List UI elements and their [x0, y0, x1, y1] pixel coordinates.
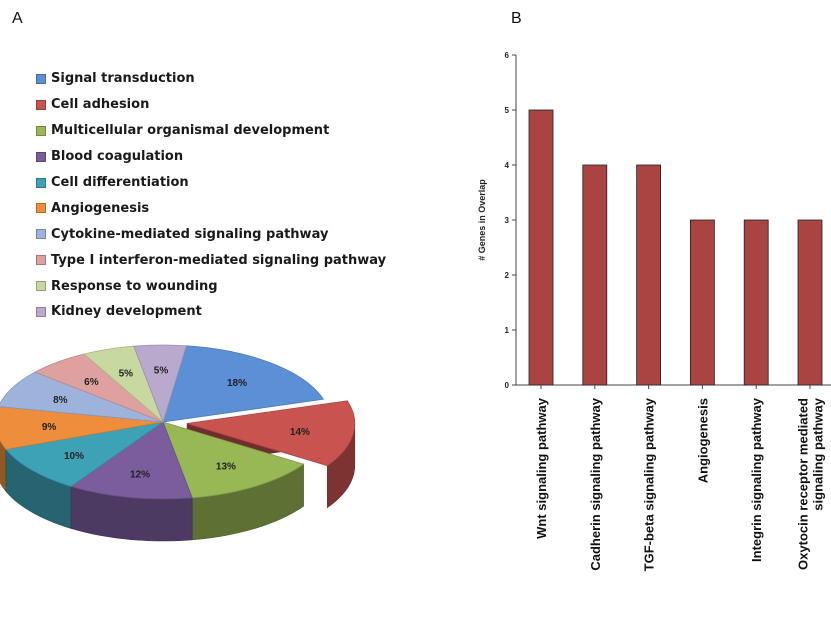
legend-label: Angiogenesis: [51, 200, 150, 216]
pie-slice-kidney-development: [133, 344, 187, 424]
legend-item-response-to-wounding: Response to wounding: [36, 273, 386, 299]
bar-wnt-signaling-pathway: [528, 109, 554, 386]
pie-data-label: 5%: [119, 369, 134, 380]
legend-label: Cell adhesion: [51, 97, 150, 113]
pie-data-label: 14%: [290, 427, 310, 438]
pie-data-label: 6%: [84, 377, 99, 388]
legend-swatch: [36, 99, 46, 110]
legend-swatch: [36, 203, 46, 214]
legend-item-cytokine-mediated-signaling-pathway: Cytokine-mediated signaling pathway: [36, 221, 386, 247]
x-tick-label: Integrin signaling pathway: [749, 397, 764, 562]
legend-swatch: [36, 151, 46, 162]
bar-oxytocin-receptor-mediated-signaling-pathway: [797, 219, 823, 386]
pie-data-label: 5%: [154, 366, 169, 377]
x-tick-label: Cadherin signaling pathway: [588, 397, 603, 570]
legend-item-cell-adhesion: Cell adhesion: [36, 92, 386, 118]
y-tick-label: 2: [505, 271, 510, 280]
y-tick-label: 5: [505, 106, 510, 115]
legend-swatch: [36, 177, 46, 188]
y-tick-label: 1: [505, 326, 510, 335]
y-axis-label: # Genes in Overlap: [477, 179, 487, 261]
pie-data-label: 18%: [227, 378, 247, 389]
pie-data-label: 13%: [216, 462, 236, 473]
legend-item-blood-coagulation: Blood coagulation: [36, 144, 386, 170]
pie-data-label: 9%: [42, 422, 57, 433]
bar-integrin-signaling-pathway: [743, 219, 769, 386]
pie-legend: Signal transduction Cell adhesion Multicel…: [36, 66, 386, 325]
legend-swatch: [36, 306, 46, 317]
legend-swatch: [36, 229, 46, 240]
x-tick-label: Wnt signaling pathway: [534, 397, 549, 539]
panel-b-label: B: [511, 10, 522, 27]
panel-a-label: A: [12, 10, 23, 27]
pie-slice-blood-coagulation: [70, 421, 193, 500]
pie-slice-cell-differentiation: [5, 421, 164, 487]
pie-chart: 18% 14% 13% 12% 10% 9% 8% 6% 5% 5%: [0, 344, 356, 542]
y-tick-label: 0: [505, 381, 510, 390]
legend-label: Cell differentiation: [51, 175, 189, 190]
x-tick-label: TGF-beta signaling pathway: [642, 397, 657, 571]
y-tick-label: 3: [505, 216, 510, 225]
legend-item-type-i-interferon-mediated-signaling-pathway: Type I interferon-mediated signaling pat…: [36, 247, 386, 273]
legend-label: Multicellular organismal development: [51, 123, 330, 139]
x-tick-label: Oxytocin receptor mediated: [796, 398, 811, 570]
bar-chart: 0 1 2 3 4 5 6 # Genes in Overlap Wnt signaling p…: [477, 51, 831, 571]
legend-label: Response to wounding: [51, 278, 218, 294]
pie-slice-cell-adhesion: [186, 400, 356, 467]
legend-label: Kidney development: [51, 304, 202, 320]
legend-item-kidney-development: Kidney development: [36, 299, 386, 325]
legend-label: Blood coagulation: [51, 149, 184, 165]
legend-swatch: [36, 255, 46, 266]
x-tick-label: signaling pathway: [811, 397, 826, 510]
y-tick-label: 6: [505, 51, 510, 60]
legend-swatch: [36, 281, 46, 292]
pie-slice-multicellular-organismal-development: [162, 421, 305, 499]
legend-item-angiogenesis: Angiogenesis: [36, 195, 386, 221]
pie-side-angiogenesis: [0, 439, 7, 493]
legend-swatch: [36, 73, 46, 84]
legend-swatch: [36, 125, 46, 136]
bar-cadherin-signaling-pathway: [582, 164, 608, 386]
legend-item-multicellular-organismal-development: Multicellular organismal development: [36, 118, 386, 144]
legend-item-cell-differentiation: Cell differentiation: [36, 170, 386, 196]
legend-label: Type I interferon-mediated signaling pat…: [51, 252, 387, 268]
pie-slice-signal-transduction: [162, 345, 325, 423]
bar-tgf-beta-signaling-pathway: [636, 164, 661, 386]
x-tick-label: Angiogenesis: [695, 398, 710, 483]
legend-label: Signal transduction: [51, 71, 195, 87]
pie-data-label: 12%: [130, 469, 150, 480]
legend-label: Cytokine-mediated signaling pathway: [51, 226, 329, 242]
pie-slice-angiogenesis: [0, 406, 164, 450]
pie-data-label: 8%: [53, 395, 68, 406]
y-tick-label: 4: [505, 161, 510, 170]
legend-item-signal-transduction: Signal transduction: [36, 66, 386, 92]
pie-data-label: 10%: [64, 451, 84, 462]
bar-angiogenesis: [690, 219, 715, 386]
